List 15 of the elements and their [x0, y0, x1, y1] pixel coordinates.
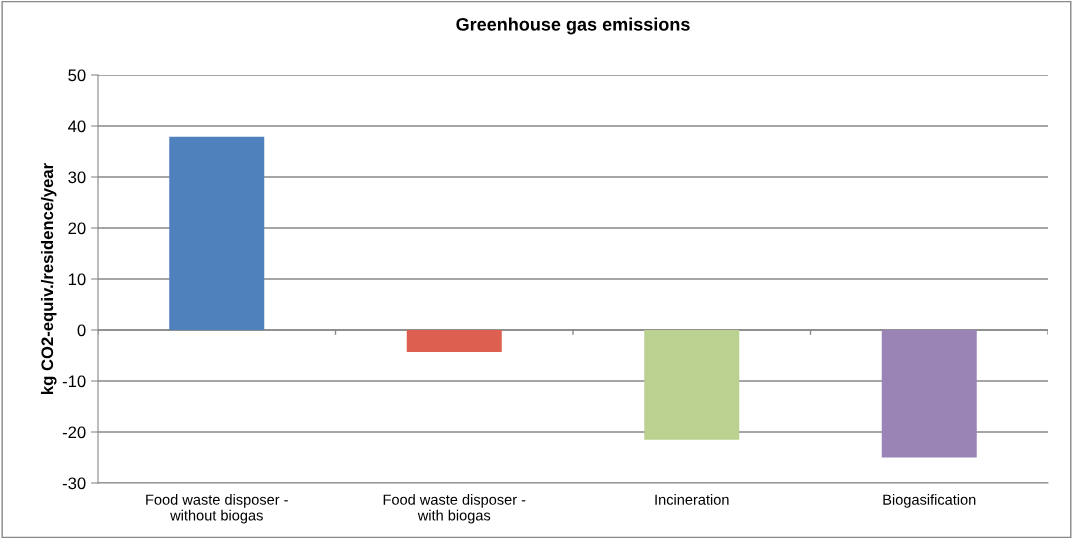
y-tick-label: -30 [62, 477, 86, 490]
y-axis-title: kg CO2-equiv./residence/year [40, 163, 57, 394]
x-tick-label: Biogasification [883, 494, 976, 508]
x-tick-label: Incineration [655, 494, 729, 505]
y-tick-label: 50 [68, 69, 86, 82]
y-tick-label: -20 [62, 426, 86, 439]
y-tick-label: 20 [68, 222, 86, 235]
x-tick-label: Food waste disposer - with biogas [383, 494, 526, 524]
y-tick-label: 10 [68, 273, 86, 286]
chart-title: Greenhouse gas emissions [456, 17, 690, 35]
y-tick-label: 30 [68, 171, 86, 184]
x-tick-label: Food waste disposer - without biogas [146, 494, 288, 524]
y-tick-label: 40 [68, 120, 86, 133]
y-tick-label: 0 [77, 324, 86, 337]
y-tick-label: -10 [62, 375, 86, 388]
